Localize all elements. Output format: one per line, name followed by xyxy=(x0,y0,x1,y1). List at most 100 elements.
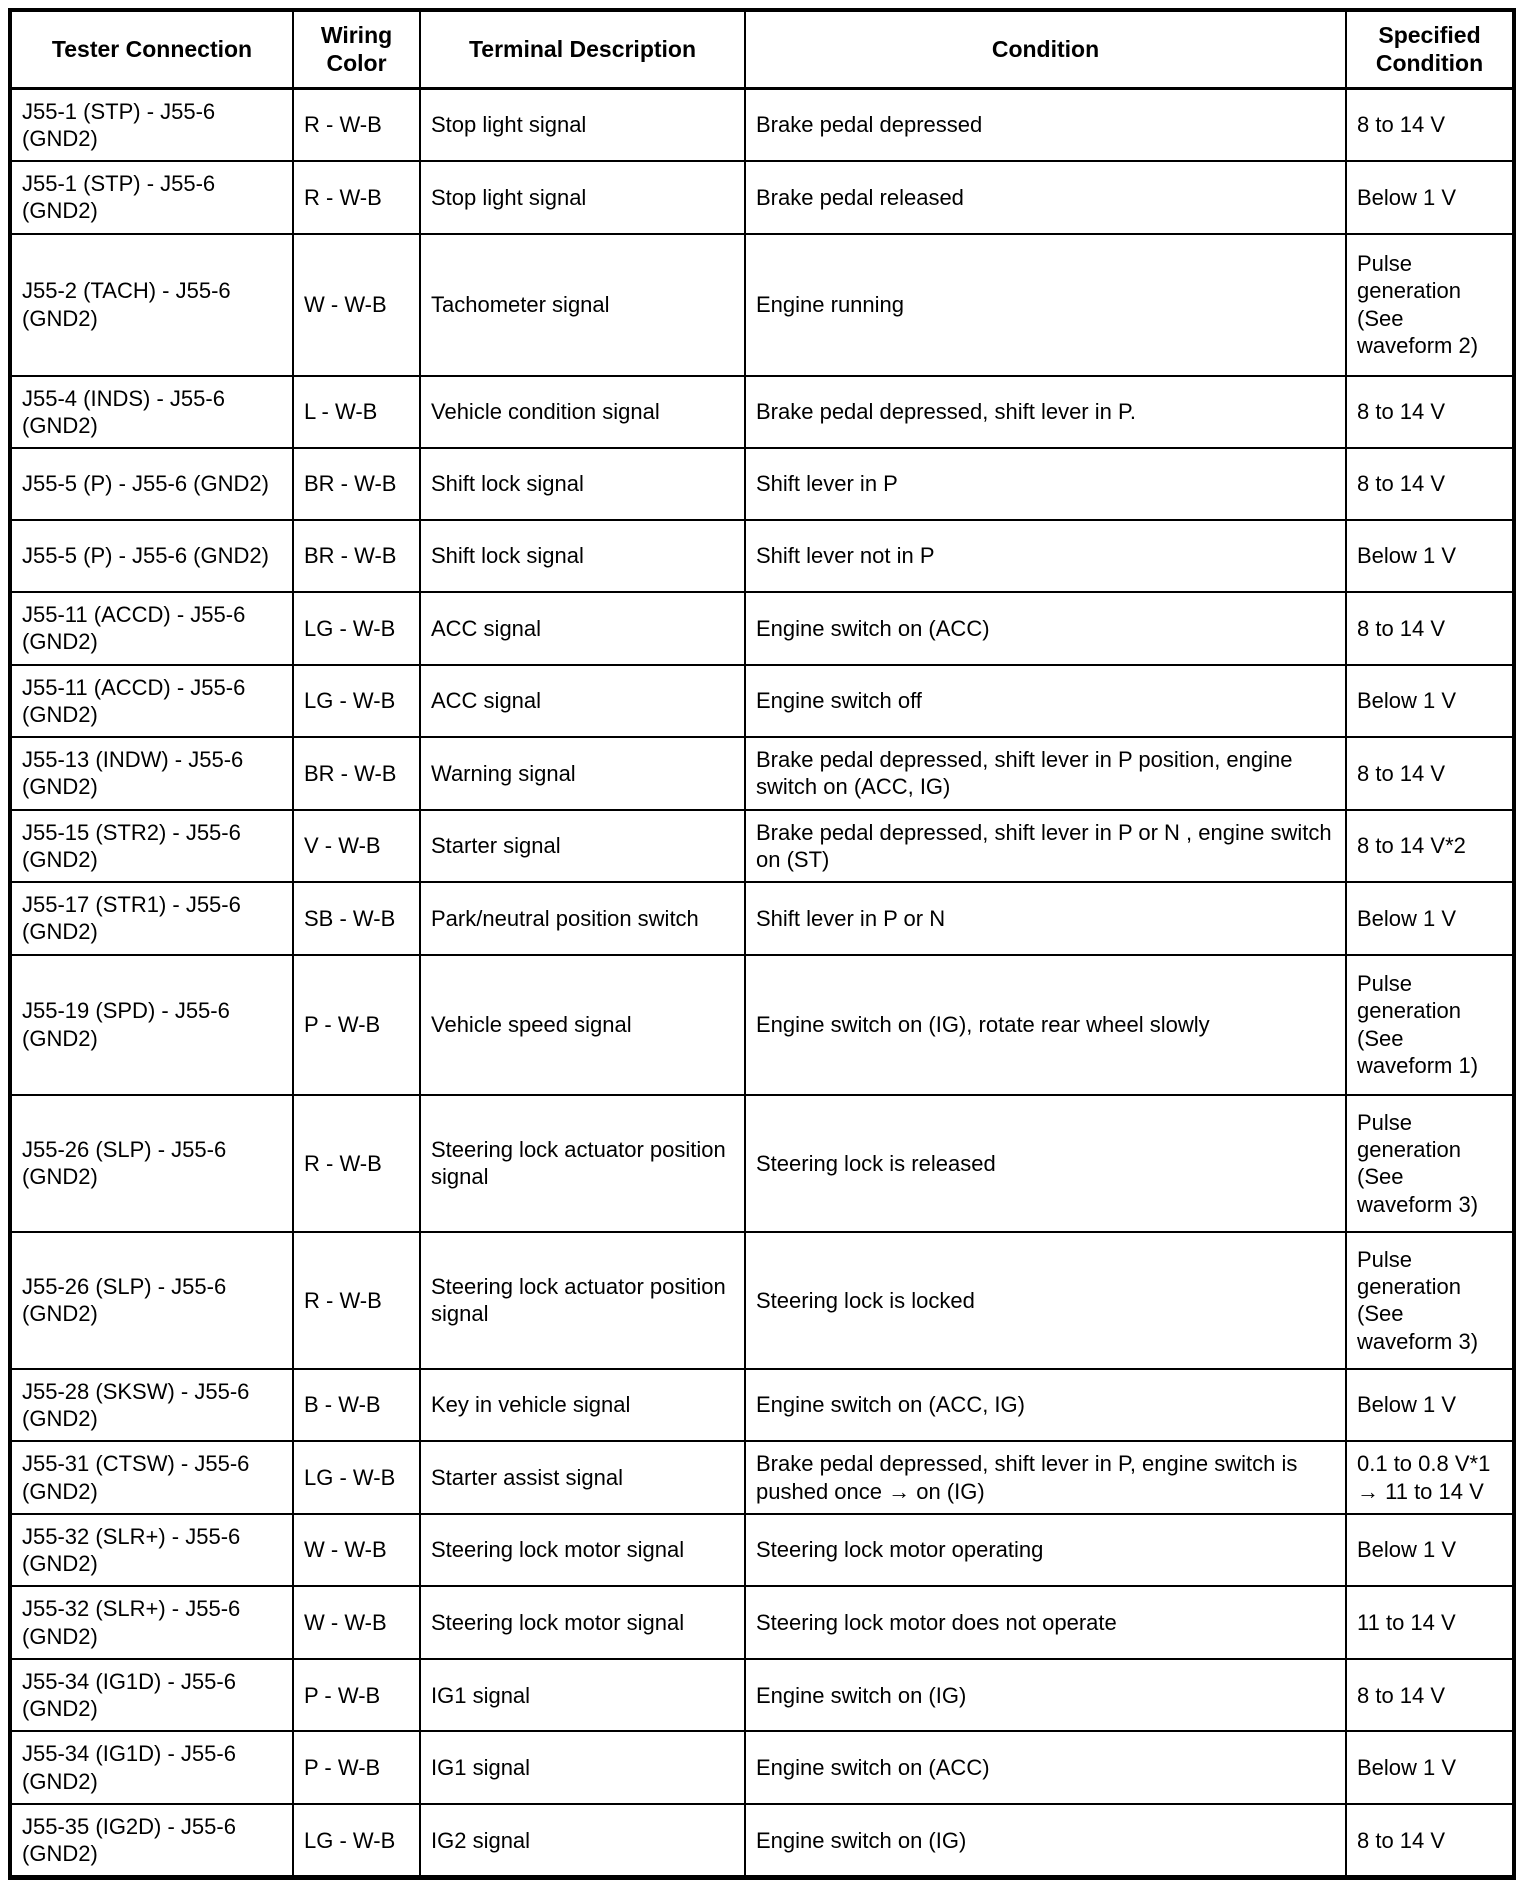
cell-terminal: IG1 signal xyxy=(419,1730,746,1805)
table-row: J55-28 (SKSW) - J55-6 (GND2) B - W-B Key i… xyxy=(9,1367,1515,1443)
cell-condition: Steering lock is released xyxy=(744,1093,1347,1233)
column-header-specified-condition: Specified Condition xyxy=(1345,9,1515,90)
table-row: J55-5 (P) - J55-6 (GND2) BR - W-B Shift lo… xyxy=(9,519,1515,594)
cell-color: P - W-B xyxy=(292,1730,421,1805)
cell-connection: J55-15 (STR2) - J55-6 (GND2) xyxy=(9,808,294,884)
cell-specified: 8 to 14 V xyxy=(1345,1657,1515,1733)
cell-connection: J55-13 (INDW) - J55-6 (GND2) xyxy=(9,736,294,811)
cell-condition: Brake pedal depressed xyxy=(744,86,1347,163)
cell-color: BR - W-B xyxy=(292,519,421,594)
table-row: J55-26 (SLP) - J55-6 (GND2) R - W-B Steeri… xyxy=(9,1093,1515,1233)
cell-condition: Brake pedal depressed, shift lever in P … xyxy=(744,808,1347,884)
cell-connection: J55-2 (TACH) - J55-6 (GND2) xyxy=(9,232,294,377)
cell-terminal: ACC signal xyxy=(419,663,746,739)
cell-connection: J55-31 (CTSW) - J55-6 (GND2) xyxy=(9,1440,294,1515)
table-row: J55-17 (STR1) - J55-6 (GND2) SB - W-B Park… xyxy=(9,881,1515,956)
cell-specified: Pulse generation (See waveform 2) xyxy=(1345,232,1515,377)
cell-color: P - W-B xyxy=(292,953,421,1096)
cell-specified: Below 1 V xyxy=(1345,519,1515,594)
cell-specified: Below 1 V xyxy=(1345,881,1515,956)
cell-terminal: Warning signal xyxy=(419,736,746,811)
cell-terminal: Vehicle condition signal xyxy=(419,374,746,450)
table-row: J55-34 (IG1D) - J55-6 (GND2) P - W-B IG1 s… xyxy=(9,1730,1515,1805)
terminal-check-table: Tester Connection Wiring Color Terminal … xyxy=(8,8,1516,1881)
cell-connection: J55-26 (SLP) - J55-6 (GND2) xyxy=(9,1230,294,1370)
cell-condition: Shift lever in P or N xyxy=(744,881,1347,956)
cell-specified: 8 to 14 V xyxy=(1345,374,1515,450)
cell-terminal: Stop light signal xyxy=(419,160,746,235)
cell-connection: J55-32 (SLR+) - J55-6 (GND2) xyxy=(9,1512,294,1588)
table-row: J55-2 (TACH) - J55-6 (GND2) W - W-B Tachom… xyxy=(9,232,1515,377)
cell-terminal: Steering lock motor signal xyxy=(419,1585,746,1660)
table-row: J55-32 (SLR+) - J55-6 (GND2) W - W-B Steer… xyxy=(9,1585,1515,1660)
cell-condition: Engine running xyxy=(744,232,1347,377)
cell-color: BR - W-B xyxy=(292,736,421,811)
cell-color: W - W-B xyxy=(292,232,421,377)
cell-color: LG - W-B xyxy=(292,663,421,739)
column-header-wiring-color: Wiring Color xyxy=(292,9,421,90)
cell-color: R - W-B xyxy=(292,1093,421,1233)
table-row: J55-35 (IG2D) - J55-6 (GND2) LG - W-B IG2 … xyxy=(9,1802,1515,1879)
cell-connection: J55-19 (SPD) - J55-6 (GND2) xyxy=(9,953,294,1096)
cell-specified: 8 to 14 V xyxy=(1345,1802,1515,1879)
table-row: J55-32 (SLR+) - J55-6 (GND2) W - W-B Steer… xyxy=(9,1512,1515,1588)
cell-condition: Steering lock motor operating xyxy=(744,1512,1347,1588)
cell-connection: J55-34 (IG1D) - J55-6 (GND2) xyxy=(9,1657,294,1733)
cell-color: LG - W-B xyxy=(292,591,421,666)
cell-terminal: Park/neutral position switch xyxy=(419,881,746,956)
cell-connection: J55-26 (SLP) - J55-6 (GND2) xyxy=(9,1093,294,1233)
cell-terminal: Vehicle speed signal xyxy=(419,953,746,1096)
column-header-condition: Condition xyxy=(744,9,1347,90)
cell-connection: J55-34 (IG1D) - J55-6 (GND2) xyxy=(9,1730,294,1805)
cell-condition: Brake pedal depressed, shift lever in P,… xyxy=(744,1440,1347,1515)
cell-color: W - W-B xyxy=(292,1512,421,1588)
cell-specified: Pulse generation (See waveform 3) xyxy=(1345,1093,1515,1233)
cell-condition: Engine switch on (IG) xyxy=(744,1657,1347,1733)
cell-color: W - W-B xyxy=(292,1585,421,1660)
cell-color: BR - W-B xyxy=(292,447,421,522)
cell-specified: Below 1 V xyxy=(1345,160,1515,235)
cell-connection: J55-1 (STP) - J55-6 (GND2) xyxy=(9,160,294,235)
table-row: J55-13 (INDW) - J55-6 (GND2) BR - W-B Warn… xyxy=(9,736,1515,811)
cell-condition: Brake pedal depressed, shift lever in P. xyxy=(744,374,1347,450)
table-body: J55-1 (STP) - J55-6 (GND2) R - W-B Stop li… xyxy=(9,86,1515,1879)
cell-specified: Below 1 V xyxy=(1345,1367,1515,1443)
cell-connection: J55-28 (SKSW) - J55-6 (GND2) xyxy=(9,1367,294,1443)
cell-color: LG - W-B xyxy=(292,1802,421,1879)
cell-condition: Engine switch off xyxy=(744,663,1347,739)
cell-terminal: Starter signal xyxy=(419,808,746,884)
cell-terminal: ACC signal xyxy=(419,591,746,666)
table-row: J55-1 (STP) - J55-6 (GND2) R - W-B Stop li… xyxy=(9,86,1515,163)
cell-color: SB - W-B xyxy=(292,881,421,956)
cell-connection: J55-32 (SLR+) - J55-6 (GND2) xyxy=(9,1585,294,1660)
cell-specified: 0.1 to 0.8 V*1 → 11 to 14 V xyxy=(1345,1440,1515,1515)
cell-connection: J55-11 (ACCD) - J55-6 (GND2) xyxy=(9,663,294,739)
cell-terminal: Steering lock actuator position signal xyxy=(419,1093,746,1233)
cell-condition: Engine switch on (IG), rotate rear wheel… xyxy=(744,953,1347,1096)
cell-terminal: Shift lock signal xyxy=(419,447,746,522)
cell-specified: 8 to 14 V xyxy=(1345,591,1515,666)
table-header: Tester Connection Wiring Color Terminal … xyxy=(9,9,1515,90)
cell-terminal: Starter assist signal xyxy=(419,1440,746,1515)
cell-condition: Brake pedal released xyxy=(744,160,1347,235)
cell-connection: J55-4 (INDS) - J55-6 (GND2) xyxy=(9,374,294,450)
cell-color: P - W-B xyxy=(292,1657,421,1733)
header-row: Tester Connection Wiring Color Terminal … xyxy=(9,9,1515,90)
cell-condition: Brake pedal depressed, shift lever in P … xyxy=(744,736,1347,811)
table-row: J55-5 (P) - J55-6 (GND2) BR - W-B Shift lo… xyxy=(9,447,1515,522)
cell-connection: J55-17 (STR1) - J55-6 (GND2) xyxy=(9,881,294,956)
cell-color: R - W-B xyxy=(292,86,421,163)
table-row: J55-11 (ACCD) - J55-6 (GND2) LG - W-B ACC … xyxy=(9,663,1515,739)
cell-connection: J55-11 (ACCD) - J55-6 (GND2) xyxy=(9,591,294,666)
cell-color: R - W-B xyxy=(292,1230,421,1370)
cell-specified: 8 to 14 V xyxy=(1345,736,1515,811)
cell-specified: Pulse generation (See waveform 1) xyxy=(1345,953,1515,1096)
cell-color: L - W-B xyxy=(292,374,421,450)
cell-condition: Engine switch on (ACC) xyxy=(744,1730,1347,1805)
cell-color: V - W-B xyxy=(292,808,421,884)
table-row: J55-15 (STR2) - J55-6 (GND2) V - W-B Start… xyxy=(9,808,1515,884)
cell-terminal: IG1 signal xyxy=(419,1657,746,1733)
cell-connection: J55-1 (STP) - J55-6 (GND2) xyxy=(9,86,294,163)
cell-connection: J55-5 (P) - J55-6 (GND2) xyxy=(9,519,294,594)
